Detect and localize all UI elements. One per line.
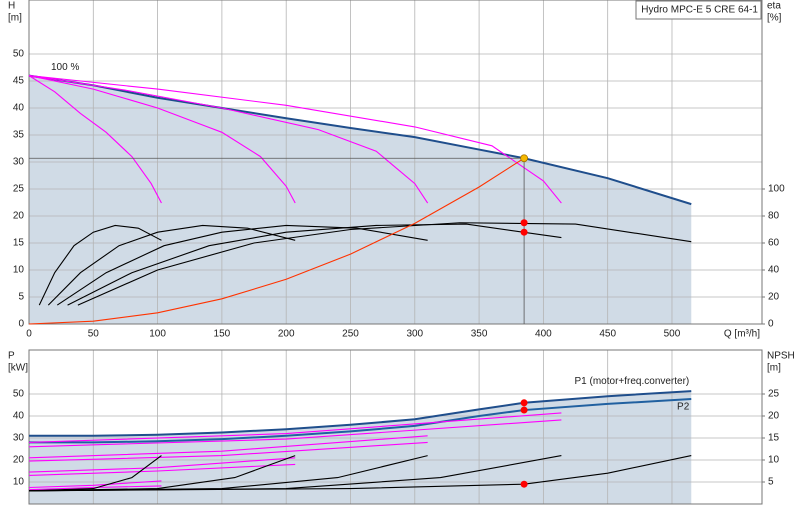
series-line: [28, 480, 162, 489]
y2-tick-label: 25: [768, 389, 780, 400]
series-line: [28, 75, 429, 204]
y2-tick-label: 0: [768, 319, 774, 330]
series-line: [28, 75, 162, 204]
operating-point: [520, 406, 528, 414]
operating-area: [29, 75, 692, 324]
series-label: P1 (motor+freq.converter): [575, 376, 690, 387]
series-line: [56, 224, 428, 306]
operating-point: [520, 219, 528, 227]
y-axis-label: P: [8, 351, 15, 362]
x-tick-label: 150: [214, 329, 231, 340]
x-tick-label: 450: [599, 329, 616, 340]
series-line: [28, 485, 162, 491]
y-tick-label: 20: [13, 211, 25, 222]
series-line: [28, 75, 296, 204]
series-line: [28, 419, 562, 448]
y2-tick-label: 100: [768, 184, 785, 195]
series-line: [28, 412, 562, 443]
y-tick-label: 25: [13, 184, 25, 195]
x-tick-label: 300: [406, 329, 423, 340]
x-tick-label: 350: [471, 329, 488, 340]
y2-tick-label: 80: [768, 211, 780, 222]
y-tick-label: 30: [13, 157, 25, 168]
y-tick-label: 10: [13, 265, 25, 276]
y-tick-label: 50: [13, 389, 25, 400]
operating-point: [520, 154, 528, 163]
x-tick-label: 200: [278, 329, 295, 340]
y-tick-label: 50: [13, 49, 25, 60]
x-tick-label: 50: [88, 329, 100, 340]
y-tick-label: 0: [18, 319, 24, 330]
x-axis-label: Q [m³/h]: [724, 329, 760, 340]
series-line: [67, 223, 562, 306]
series-line: [28, 74, 692, 206]
series-line: [47, 224, 296, 306]
series-line: [77, 222, 692, 306]
x-tick-label: 500: [664, 329, 681, 340]
y-tick-label: 40: [13, 411, 25, 422]
y-axis-label: [kW]: [8, 363, 28, 374]
series-label: 100 %: [51, 62, 79, 73]
y-tick-label: 35: [13, 130, 25, 141]
operating-point: [520, 399, 528, 407]
operating-area: [29, 391, 692, 504]
y-tick-label: 10: [13, 477, 25, 488]
title-box: [635, 0, 762, 20]
x-tick-label: 400: [535, 329, 552, 340]
plot-frame: [28, 0, 763, 325]
y2-axis-label: NPSH: [767, 351, 795, 362]
series-line: [29, 398, 692, 444]
y2-axis-label: [%]: [767, 13, 782, 24]
y2-tick-label: 5: [768, 477, 774, 488]
x-tick-label: 250: [342, 329, 359, 340]
operating-point: [520, 228, 528, 236]
operating-point: [520, 480, 528, 488]
y-tick-label: 30: [13, 433, 25, 444]
series-line: [28, 75, 562, 204]
y-tick-label: 20: [13, 455, 25, 466]
series-line: [28, 435, 428, 459]
x-tick-label: 0: [26, 329, 32, 340]
y-tick-label: 40: [13, 103, 25, 114]
series-line: [38, 224, 162, 306]
series-label: P2: [677, 402, 690, 413]
y-axis-label: [m]: [8, 13, 22, 24]
y-tick-label: 45: [13, 76, 25, 87]
y2-tick-label: 15: [768, 433, 780, 444]
plot-frame: [28, 349, 763, 505]
series-line: [28, 441, 428, 462]
y2-tick-label: 60: [768, 238, 780, 249]
y2-tick-label: 10: [768, 455, 780, 466]
y2-axis-label: eta: [767, 1, 781, 12]
series-line: [28, 463, 296, 476]
y2-tick-label: 20: [768, 411, 780, 422]
y2-axis-label: [m]: [767, 363, 781, 374]
y-tick-label: 15: [13, 238, 25, 249]
series-line: [28, 457, 296, 473]
y2-tick-label: 20: [768, 292, 780, 303]
y-axis-label: H: [8, 1, 15, 12]
y-tick-label: 5: [18, 292, 24, 303]
series-line: [29, 390, 692, 437]
chart-title: Hydro MPC-E 5 CRE 64-1: [641, 5, 758, 16]
series-line: [28, 157, 525, 325]
y2-tick-label: 40: [768, 265, 780, 276]
x-tick-label: 100: [149, 329, 166, 340]
